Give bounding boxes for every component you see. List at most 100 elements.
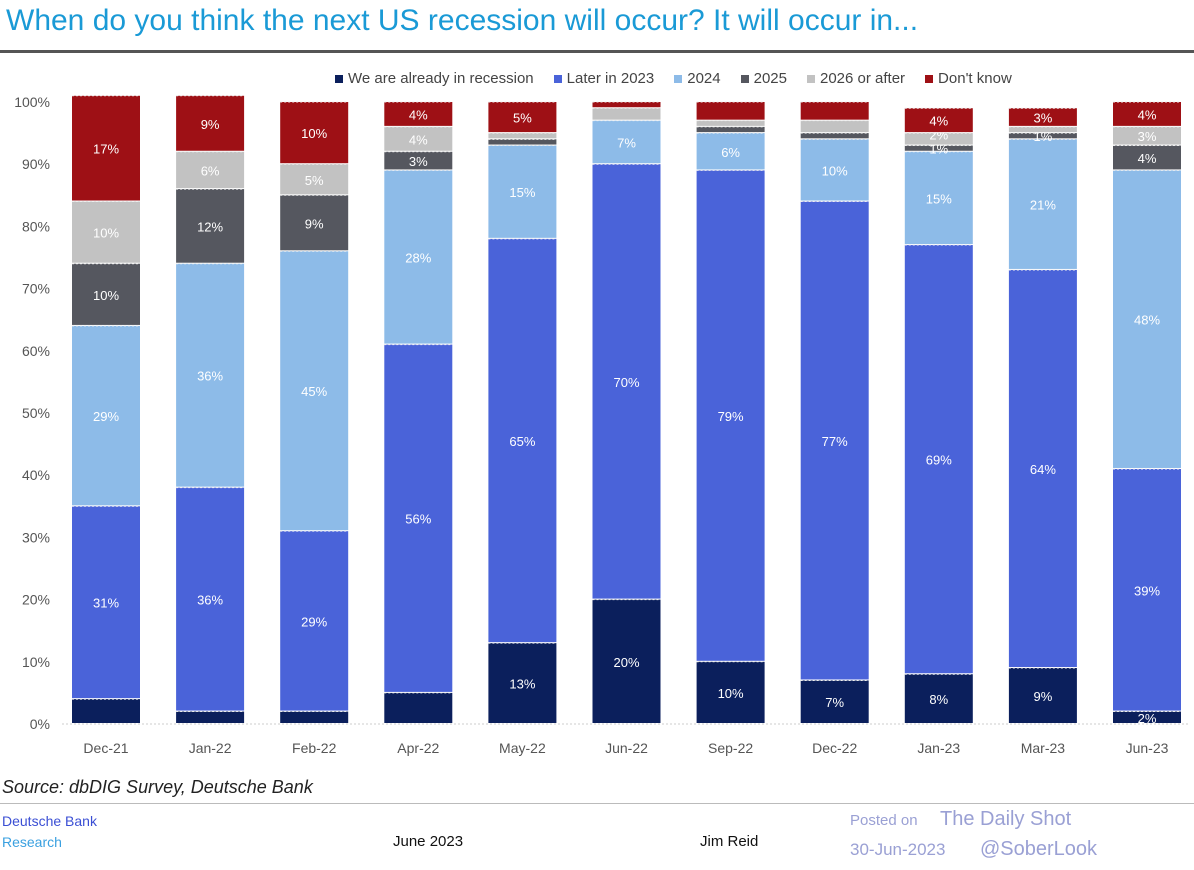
x-tick-label: Mar-23	[1021, 740, 1066, 756]
bar-segment	[1008, 133, 1077, 139]
bar-segment	[592, 120, 661, 164]
bar-segment	[696, 133, 765, 170]
bar-segment	[696, 120, 765, 126]
bar-segment	[696, 661, 765, 723]
bar-segment	[488, 102, 557, 133]
bar-segment	[592, 102, 661, 108]
legend: We are already in recession Later in 2023…	[335, 70, 1012, 87]
watermark-date: 30-Jun-2023	[850, 840, 946, 859]
data-label: 21%	[1030, 198, 1056, 213]
bar-segment	[280, 195, 349, 251]
bar-segment	[384, 151, 453, 170]
bar-segment	[1008, 668, 1077, 723]
legend-label: Don't know	[938, 70, 1012, 87]
bar-segment	[72, 506, 140, 699]
bar-segment	[280, 102, 349, 164]
legend-item: 2026 or after	[806, 70, 906, 87]
bar-segment	[72, 699, 140, 723]
data-label: 45%	[301, 384, 327, 399]
legend-label: 2025	[753, 70, 787, 87]
legend-item: 2025	[740, 70, 787, 87]
data-label: 9%	[201, 117, 220, 132]
legend-swatch	[335, 74, 343, 83]
legend-label: 2024	[687, 70, 721, 87]
legend-item: 2024	[674, 70, 721, 87]
data-label: 69%	[926, 453, 952, 468]
chart-title: When do you think the next US recession …	[6, 4, 919, 37]
x-tick-label: Jan-22	[189, 740, 232, 756]
legend-swatch	[925, 74, 934, 83]
data-label: 1%	[929, 142, 948, 157]
bar-segment	[800, 102, 869, 120]
bar-segment	[176, 189, 245, 263]
data-label: 5%	[305, 173, 324, 188]
bar-segment	[592, 108, 661, 120]
bar-segment	[384, 102, 453, 126]
y-tick-label: 0%	[30, 716, 50, 732]
bar-segment	[1008, 126, 1077, 133]
y-tick-label: 50%	[22, 405, 50, 421]
legend-item: We are already in recession	[335, 70, 534, 87]
data-label: 17%	[93, 142, 119, 157]
data-label: 3%	[409, 154, 428, 169]
data-label: 4%	[1138, 107, 1157, 122]
x-tick-label: Apr-22	[397, 740, 439, 756]
bar-segment	[696, 170, 765, 661]
bar-segment	[488, 133, 557, 139]
bar-segment	[904, 133, 973, 145]
bar-segment	[384, 344, 453, 692]
data-label: 5%	[513, 111, 532, 126]
x-tick-label: Jun-22	[605, 740, 648, 756]
data-label: 13%	[509, 677, 535, 692]
title-divider	[0, 50, 1194, 53]
x-tick-label: Dec-22	[812, 740, 857, 756]
y-tick-label: 100%	[14, 94, 50, 110]
legend-item: Don't know	[925, 70, 1012, 87]
y-tick-label: 80%	[22, 218, 50, 234]
data-label: 3%	[1034, 111, 1053, 126]
y-tick-label: 10%	[22, 654, 50, 670]
bar-segment	[592, 164, 661, 599]
data-label: 7%	[825, 695, 844, 710]
y-tick-label: 40%	[22, 467, 50, 483]
x-tick-label: Sep-22	[708, 740, 753, 756]
data-label: 56%	[405, 512, 431, 527]
data-label: 36%	[197, 369, 223, 384]
bar-segment	[280, 164, 349, 195]
data-label: 28%	[405, 251, 431, 266]
legend-label: 2026 or after	[819, 70, 906, 87]
data-label: 6%	[201, 163, 220, 178]
stacked-bar-chart: 0% 10% 20% 30% 40% 50% 60% 70% 80% 90% 100% 31% 29% 1…	[14, 94, 1190, 756]
x-tick-label: Feb-22	[292, 740, 337, 756]
footer-divider	[0, 803, 1194, 804]
bar-segment	[176, 151, 245, 189]
bar-segment	[1113, 468, 1181, 711]
y-tick-label: 60%	[22, 343, 50, 359]
data-label: 12%	[197, 219, 223, 234]
bar-segment	[384, 692, 453, 723]
data-label: 10%	[93, 226, 119, 241]
source-note: Source: dbDIG Survey, Deutsche Bank	[2, 777, 313, 797]
data-label: 4%	[929, 114, 948, 129]
x-tick-label: Dec-21	[83, 740, 128, 756]
legend-swatch	[553, 74, 562, 83]
bar-segment	[488, 139, 557, 145]
bar-segment	[176, 263, 245, 487]
bar-segment	[384, 170, 453, 344]
bar-segment	[488, 238, 557, 643]
x-tick-label: May-22	[499, 740, 546, 756]
data-label: 31%	[93, 596, 119, 611]
data-label: 64%	[1030, 462, 1056, 477]
bar-segment	[800, 133, 869, 139]
bar-segment	[904, 108, 973, 133]
bar-segment	[176, 95, 245, 151]
data-label: 65%	[509, 434, 535, 449]
bar-segment	[1008, 269, 1077, 668]
bar-segment	[280, 251, 349, 531]
bar-segment	[904, 145, 973, 151]
bar-segment	[800, 120, 869, 133]
bar-segment	[280, 531, 349, 711]
bar-segment	[800, 139, 869, 201]
data-label: 2%	[1138, 711, 1157, 726]
y-tick-label: 90%	[22, 156, 50, 172]
